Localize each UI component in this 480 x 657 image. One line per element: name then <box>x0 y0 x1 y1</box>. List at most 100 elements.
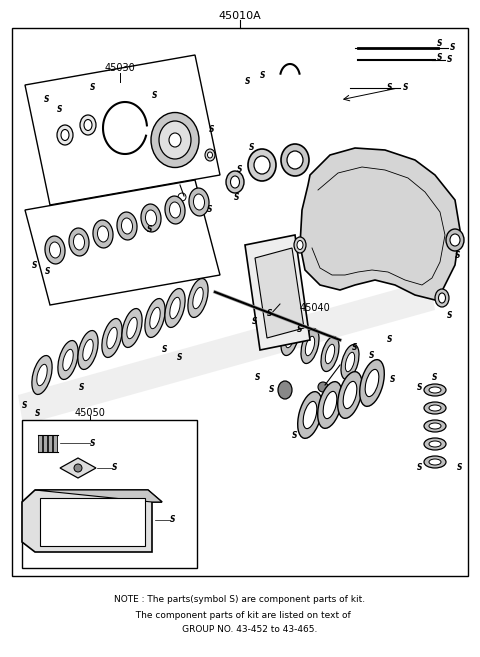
Ellipse shape <box>429 405 441 411</box>
Ellipse shape <box>254 156 270 174</box>
Polygon shape <box>245 235 310 350</box>
Text: S: S <box>387 336 393 344</box>
Ellipse shape <box>49 242 60 258</box>
Bar <box>12 28 468 576</box>
Text: S: S <box>170 516 176 524</box>
Text: S: S <box>417 384 423 392</box>
Ellipse shape <box>429 441 441 447</box>
Text: S: S <box>237 166 243 175</box>
Text: S: S <box>432 373 438 382</box>
Polygon shape <box>22 490 162 552</box>
Text: S: S <box>450 43 456 53</box>
Text: S: S <box>447 311 453 319</box>
Text: S: S <box>417 463 423 472</box>
Ellipse shape <box>151 112 199 168</box>
Ellipse shape <box>80 115 96 135</box>
Ellipse shape <box>57 125 73 145</box>
Bar <box>38 435 42 452</box>
Text: S: S <box>207 206 213 214</box>
Polygon shape <box>35 490 162 502</box>
Ellipse shape <box>145 298 165 338</box>
Ellipse shape <box>360 359 384 407</box>
Text: S: S <box>255 373 261 382</box>
Ellipse shape <box>429 387 441 393</box>
Text: S: S <box>45 267 51 277</box>
Ellipse shape <box>323 392 337 419</box>
Ellipse shape <box>424 438 446 450</box>
Ellipse shape <box>145 210 156 226</box>
Ellipse shape <box>305 336 315 355</box>
Ellipse shape <box>298 392 322 438</box>
Ellipse shape <box>169 202 180 218</box>
Text: S: S <box>260 70 266 79</box>
Bar <box>48 435 52 452</box>
Text: S: S <box>447 55 453 64</box>
Ellipse shape <box>73 234 84 250</box>
Circle shape <box>74 464 82 472</box>
Text: S: S <box>369 351 375 361</box>
Ellipse shape <box>226 171 244 193</box>
Text: NOTE : The parts(symbol S) are component parts of kit.: NOTE : The parts(symbol S) are component… <box>114 595 366 604</box>
Ellipse shape <box>365 369 379 397</box>
Ellipse shape <box>107 327 117 349</box>
Bar <box>43 435 47 452</box>
Text: S: S <box>457 463 463 472</box>
Bar <box>22 420 197 568</box>
Ellipse shape <box>446 229 464 251</box>
Text: S: S <box>269 386 275 394</box>
Ellipse shape <box>281 144 309 176</box>
Ellipse shape <box>248 149 276 181</box>
Text: 45010A: 45010A <box>218 11 262 21</box>
Ellipse shape <box>261 313 279 348</box>
Text: 45040: 45040 <box>300 303 330 313</box>
Text: S: S <box>252 317 258 327</box>
Polygon shape <box>300 148 460 300</box>
Ellipse shape <box>325 344 335 364</box>
Ellipse shape <box>338 372 362 419</box>
Ellipse shape <box>285 328 295 348</box>
Ellipse shape <box>97 226 108 242</box>
Ellipse shape <box>170 298 180 319</box>
Ellipse shape <box>287 151 303 169</box>
Polygon shape <box>25 180 220 305</box>
Ellipse shape <box>121 218 132 234</box>
Ellipse shape <box>450 234 460 246</box>
Ellipse shape <box>189 188 209 216</box>
Text: S: S <box>390 376 396 384</box>
Ellipse shape <box>435 289 449 307</box>
Ellipse shape <box>63 350 73 371</box>
Ellipse shape <box>78 330 98 369</box>
Ellipse shape <box>193 194 204 210</box>
Ellipse shape <box>424 456 446 468</box>
Polygon shape <box>60 458 96 478</box>
Text: The component parts of kit are listed on text of: The component parts of kit are listed on… <box>130 610 350 620</box>
Text: S: S <box>455 250 461 260</box>
Text: S: S <box>32 260 38 269</box>
Ellipse shape <box>321 336 339 371</box>
Ellipse shape <box>294 237 306 253</box>
Text: S: S <box>437 53 443 62</box>
Ellipse shape <box>159 121 191 159</box>
Ellipse shape <box>58 340 78 380</box>
Ellipse shape <box>93 220 113 248</box>
Text: S: S <box>403 83 408 93</box>
Text: S: S <box>57 106 63 114</box>
Ellipse shape <box>424 384 446 396</box>
Ellipse shape <box>141 204 161 232</box>
Text: S: S <box>387 83 393 93</box>
Ellipse shape <box>165 288 185 327</box>
Text: S: S <box>79 384 85 392</box>
Text: 45030: 45030 <box>105 63 135 73</box>
Bar <box>53 435 57 452</box>
Ellipse shape <box>83 339 93 361</box>
Text: S: S <box>90 438 96 447</box>
Ellipse shape <box>169 133 181 147</box>
Text: S: S <box>267 309 273 319</box>
Ellipse shape <box>165 196 185 224</box>
Ellipse shape <box>424 420 446 432</box>
Ellipse shape <box>230 176 240 188</box>
Text: S: S <box>112 463 118 472</box>
Ellipse shape <box>281 321 299 355</box>
Ellipse shape <box>424 402 446 414</box>
Text: S: S <box>245 78 251 87</box>
